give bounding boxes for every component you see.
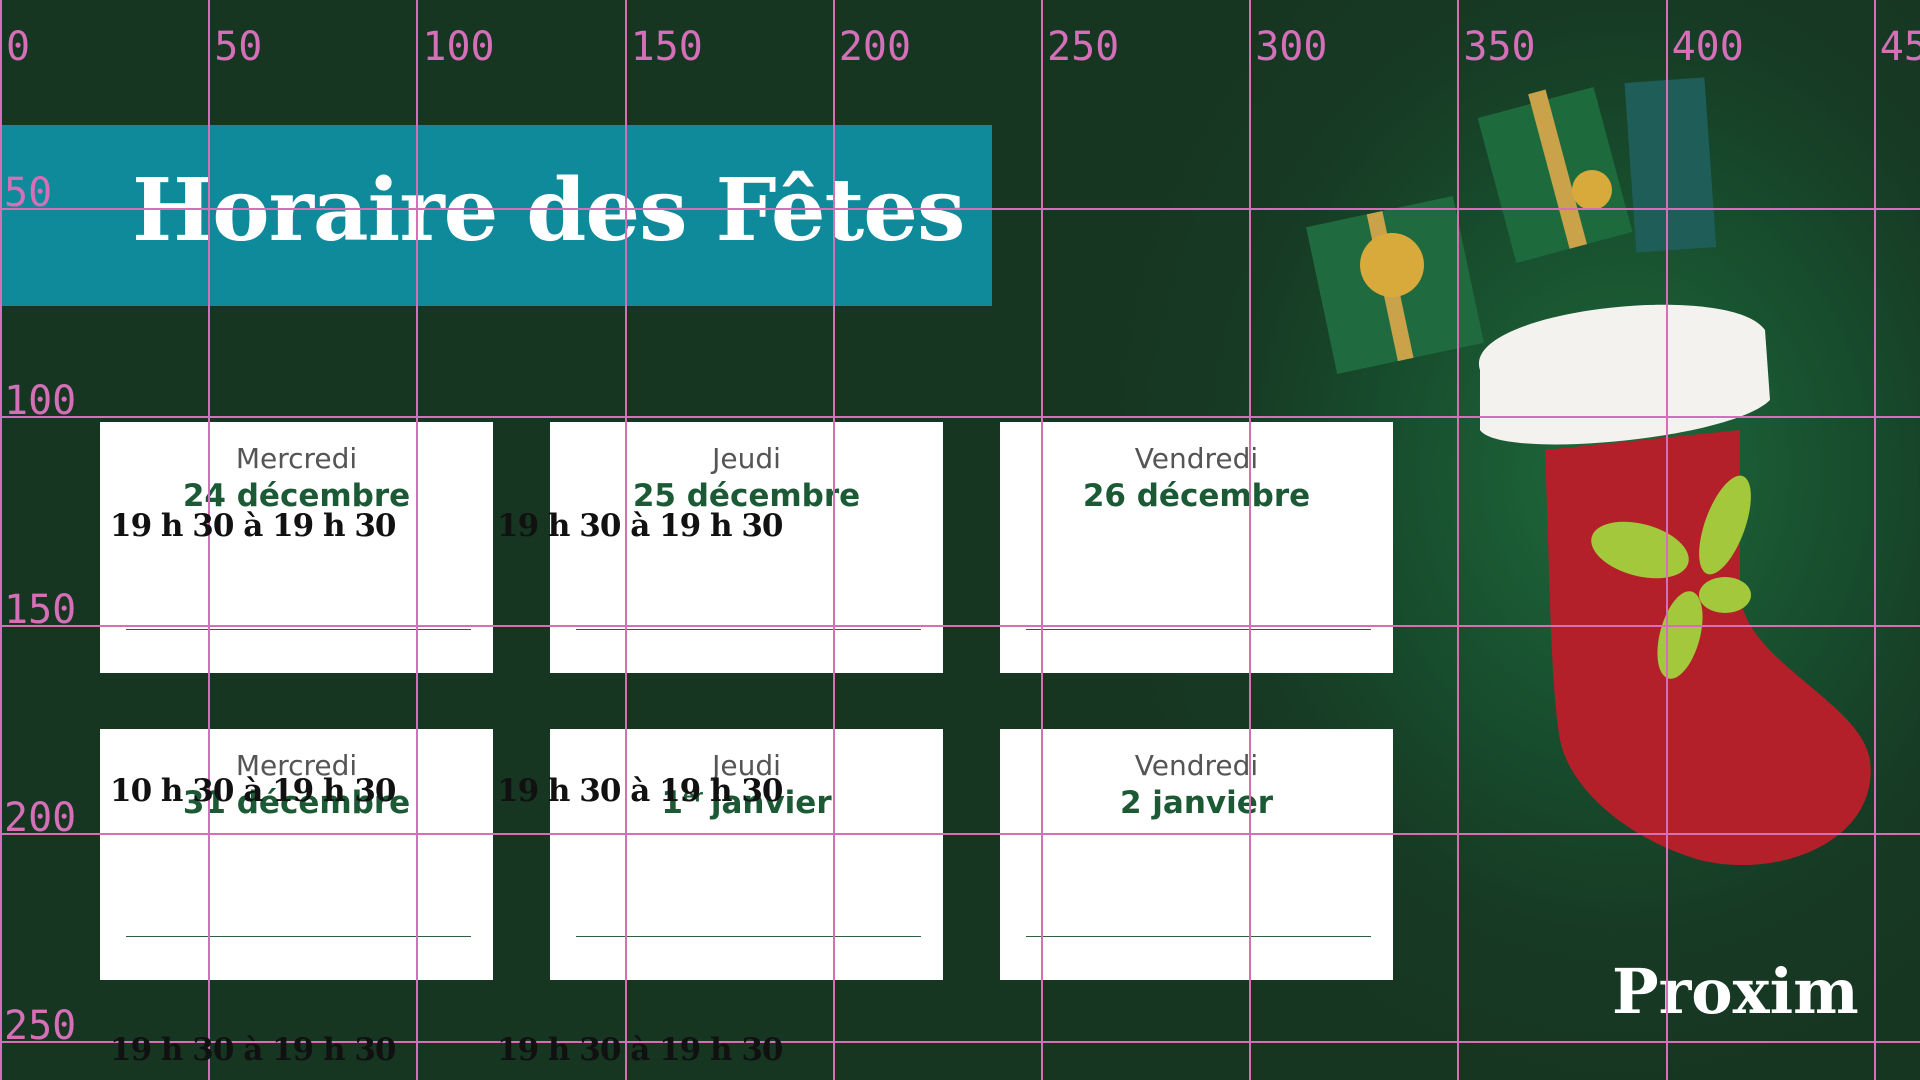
date-rest: janvier [710,785,832,821]
day-card: Jeudi 1er janvier [550,729,943,980]
date-text: 24 décembre [182,478,411,514]
day-name: Mercredi [235,442,358,475]
ruler-label: 200 [838,24,912,70]
hours-text: 19 h 30 à 19 h 30 [497,508,783,544]
ruler-label: 350 [1463,24,1536,70]
ruler-label: 0 [6,24,31,70]
date: 1er janvier [550,785,943,821]
grid-line [0,0,2,1080]
ruler-label: 100 [422,24,495,70]
hours-text: 19 h 30 à 19 h 30 [110,1032,396,1068]
divider [576,936,921,937]
grid-line [0,832,1920,835]
date-text: 31 décembre [182,785,411,821]
day-card: Vendredi 2 janvier [1000,729,1393,980]
grid-line [0,1041,1920,1043]
day-name: Vendredi [1134,749,1259,782]
hours-text: 19 h 30 à 19 h 30 [497,773,783,809]
date-text: 1 [661,785,683,821]
date: 24 décembre [100,478,493,514]
grid-line [1665,0,1668,1080]
grid-line [1041,0,1043,1080]
ruler-label: 250 [1047,24,1120,70]
ruler-label: 250 [4,1003,77,1049]
title-banner [0,125,992,306]
divider [1026,936,1371,937]
ruler-label: 100 [4,378,77,425]
stocking-illustration [1306,77,1871,866]
ruler-label: 200 [4,794,77,841]
date: 31 décembre [100,785,493,821]
ruler-label: 450 [1879,24,1920,70]
day-name: Vendredi [1134,442,1259,475]
grid-line [624,0,627,1080]
grid-line [208,0,211,1080]
grid-line [1873,0,1876,1080]
ruler-label: 400 [1671,24,1744,70]
divider [126,629,471,630]
day-name: Jeudi [712,442,781,475]
hours-text: 10 h 30 à 19 h 30 [110,773,396,809]
grid-line [0,208,1920,211]
day-card: Vendredi 26 décembre [1000,422,1393,673]
ruler-label: 150 [4,586,77,633]
date: 25 décembre [550,478,943,514]
logo: Proxim [1612,955,1859,1028]
grid-line [1457,0,1460,1080]
title: Horaire des Fêtes [132,160,965,261]
date-text: 2 janvier [1119,785,1274,821]
grid-line [0,624,1920,627]
ruler-label: 150 [630,24,703,70]
date-suffix: er [682,786,703,807]
divider [1026,629,1371,630]
hours-text: 19 h 30 à 19 h 30 [497,1032,783,1068]
day-name: Jeudi [712,749,781,782]
grid-line [1249,0,1252,1080]
grid-line [832,0,835,1080]
divider [126,936,471,937]
date-text: 26 décembre [1082,478,1311,514]
grid-line [0,416,1920,419]
ruler-label: 300 [1255,24,1328,70]
grid-line [416,0,419,1080]
day-card: Jeudi 25 décembre [550,422,943,673]
day-card: Mercredi 24 décembre [100,422,493,673]
ruler-label: 50 [4,170,53,217]
ruler-label: 50 [214,24,263,70]
day-card: Mercredi 31 décembre [100,729,493,980]
divider [576,629,921,630]
date-text: 25 décembre [632,478,861,514]
date: 26 décembre [1000,478,1393,514]
hours-text: 19 h 30 à 19 h 30 [110,508,396,544]
date: 2 janvier [1000,785,1393,821]
day-name: Mercredi [235,749,358,782]
